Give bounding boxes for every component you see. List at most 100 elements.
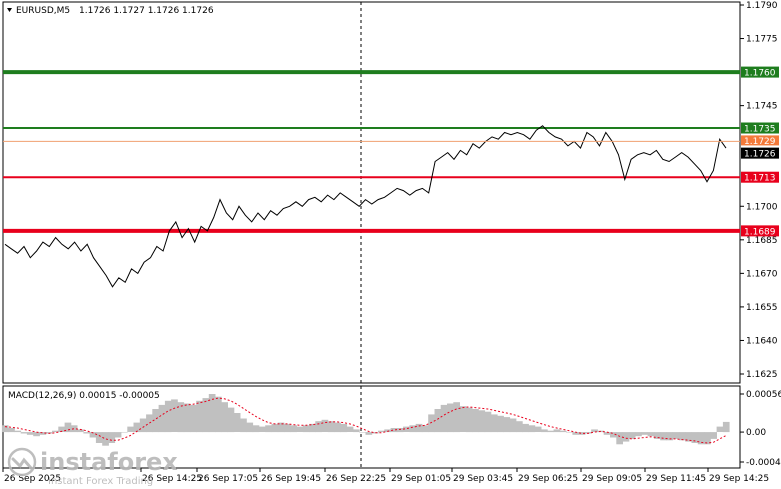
macd-bar <box>45 432 53 434</box>
level-lines <box>3 70 740 233</box>
macd-bar <box>610 432 617 438</box>
time-tick-label: 29 Sep 14:25 <box>709 474 769 484</box>
macd-bar <box>635 432 642 437</box>
level-label-text: 1.1735 <box>744 125 776 135</box>
macd-bar <box>271 423 279 433</box>
macd-histogram <box>1 394 730 446</box>
macd-bar <box>240 418 247 433</box>
ask-price-label: 1.1729 <box>741 135 779 147</box>
macd-bar <box>102 432 109 446</box>
macd-bar <box>447 403 454 433</box>
level-label-text: 1.1713 <box>744 174 776 184</box>
macd-bar <box>566 432 573 433</box>
macd-tick-label: 0.00 <box>746 428 766 438</box>
macd-bar <box>215 396 222 433</box>
macd-bar <box>277 422 285 433</box>
level-labels: 1.1760 1.1735 1.1713 1.1689 <box>741 66 779 237</box>
level-label-box <box>741 66 779 78</box>
macd-bar <box>321 419 329 432</box>
price-tick-label: 1.1640 <box>746 336 778 346</box>
macd-bar <box>509 418 517 433</box>
time-tick-label: 29 Sep 11:45 <box>646 474 706 484</box>
macd-frame <box>2 385 741 469</box>
level-label-box <box>741 171 779 183</box>
macd-bar <box>396 428 404 433</box>
macd-bar <box>628 432 636 439</box>
macd-bar <box>315 421 322 433</box>
macd-bar <box>33 432 40 437</box>
macd-bar <box>428 414 435 433</box>
macd-bar <box>653 432 661 439</box>
macd-bar <box>572 432 580 435</box>
macd-bar <box>133 422 141 433</box>
macd-bar <box>371 432 379 434</box>
macd-bar <box>14 430 22 433</box>
macd-bar <box>528 425 536 433</box>
macd-bar <box>453 402 460 433</box>
macd-bar <box>660 432 667 441</box>
macd-bar <box>578 432 586 435</box>
macd-bar <box>409 425 417 433</box>
macd-bar <box>559 430 567 433</box>
macd-bar <box>246 422 254 433</box>
macd-bar <box>39 432 47 435</box>
macd-bar <box>64 422 72 433</box>
macd-bar <box>365 432 373 435</box>
macd-bar <box>641 432 649 435</box>
macd-bar <box>384 429 391 433</box>
macd-bar <box>722 421 730 433</box>
macd-bar <box>95 432 103 443</box>
macd-bar <box>114 432 122 438</box>
level-label-text: 1.1760 <box>744 69 776 79</box>
macd-bar <box>697 432 705 445</box>
price-tick-label: 1.1790 <box>746 1 778 11</box>
macd-bar <box>227 407 235 433</box>
svg-text:1.1726: 1.1726 <box>744 150 776 160</box>
macd-bar <box>459 406 467 432</box>
macd-bar <box>58 426 65 432</box>
macd-bar <box>704 432 711 445</box>
macd-bar <box>710 432 717 439</box>
macd-bar <box>290 425 297 433</box>
macd-bar <box>196 400 203 433</box>
macd-bar <box>89 432 97 438</box>
level-label-box <box>741 122 779 134</box>
macd-bar <box>139 418 147 433</box>
macd-bar <box>616 432 623 445</box>
macd-bar <box>541 429 548 433</box>
macd-bar <box>296 426 304 432</box>
price-tick-label: 1.1745 <box>746 102 778 112</box>
macd-bar <box>603 432 611 435</box>
macd-bar <box>202 398 210 433</box>
macd-bar <box>353 429 360 433</box>
macd-bar <box>108 432 116 443</box>
price-line <box>4 125 727 288</box>
time-tick-label: 26 Sep 14:25 <box>142 474 202 484</box>
level-label-text: 1.1689 <box>744 227 776 237</box>
macd-bar <box>497 415 504 433</box>
macd-bar <box>20 432 28 434</box>
price-tick-label: 1.1625 <box>746 370 778 380</box>
macd-bar <box>83 432 91 434</box>
time-tick-label: 26 Sep 2025 <box>4 474 61 484</box>
macd-bar <box>221 402 228 433</box>
macd-bar <box>183 403 191 433</box>
macd-bar <box>309 423 316 433</box>
macd-bar <box>534 426 542 432</box>
macd-bar <box>1 425 9 433</box>
macd-bar <box>302 425 310 433</box>
macd-bar <box>164 400 172 433</box>
macd-bar <box>490 414 498 433</box>
macd-bar <box>478 410 486 433</box>
macd-bar <box>152 409 159 433</box>
macd-bar <box>591 429 598 433</box>
macd-tick-label: 0.00056 <box>746 390 781 400</box>
price-tick-label: 1.1775 <box>746 35 778 45</box>
macd-bar <box>327 421 335 433</box>
main-chart-frame <box>2 1 741 384</box>
macd-bar <box>679 432 686 441</box>
brand-tagline: Instant Forex Trading <box>48 476 153 487</box>
dropdown-triangle-icon[interactable] <box>7 8 12 12</box>
